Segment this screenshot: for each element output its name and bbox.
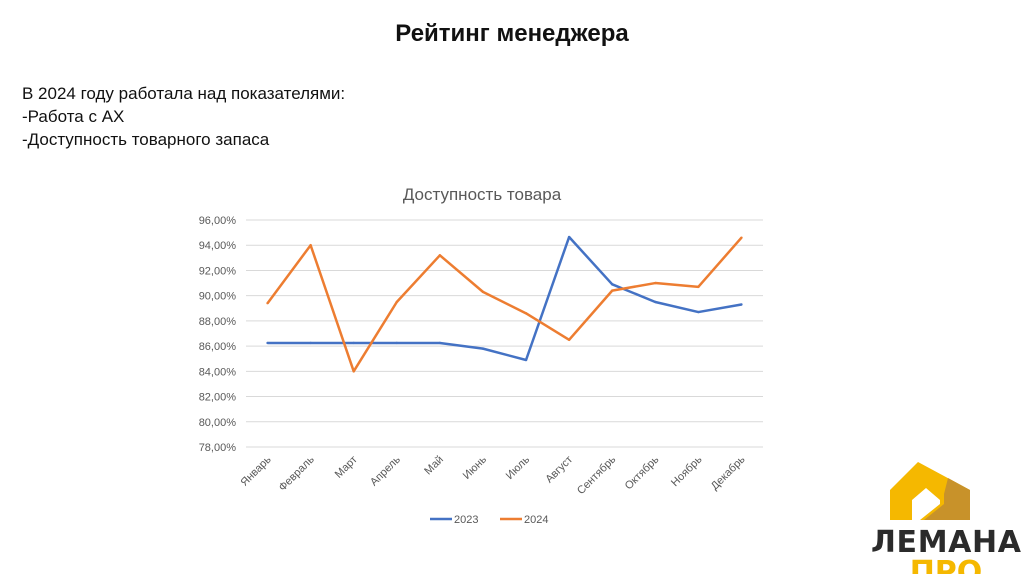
page-title: Рейтинг менеджера bbox=[395, 20, 629, 47]
data-point-2023 bbox=[697, 310, 700, 314]
data-point-2023 bbox=[524, 358, 528, 362]
y-tick-label: 90,00% bbox=[199, 291, 237, 303]
data-point-2023 bbox=[481, 347, 485, 350]
svg-text:ПРО: ПРО bbox=[910, 555, 983, 574]
data-point-2023 bbox=[266, 341, 269, 345]
data-point-2024 bbox=[567, 338, 571, 342]
x-tick-label: Март bbox=[333, 454, 360, 481]
x-tick-label: Февраль bbox=[277, 453, 317, 493]
x-tick-label: Сентябрь bbox=[575, 453, 619, 497]
data-point-2023 bbox=[395, 341, 398, 345]
data-point-2023 bbox=[740, 303, 743, 306]
x-tick-label: Апрель bbox=[368, 453, 403, 488]
y-tick-label: 80,00% bbox=[199, 417, 237, 429]
intro-line: -Доступность товарного запаса bbox=[22, 130, 270, 149]
y-tick-label: 84,00% bbox=[199, 366, 237, 378]
data-point-2023 bbox=[611, 283, 614, 286]
lemana-pro-logo: ЛЕМАНА ПРО bbox=[871, 462, 1022, 574]
data-point-2024 bbox=[611, 289, 614, 292]
x-tick-label: Январь bbox=[239, 453, 274, 488]
data-point-2024 bbox=[309, 244, 312, 247]
x-tick-label: Октябрь bbox=[623, 453, 662, 492]
legend-label: 2024 bbox=[524, 514, 548, 526]
data-point-2024 bbox=[481, 290, 485, 294]
data-point-2023 bbox=[654, 300, 657, 304]
x-tick-label: Август bbox=[543, 454, 575, 486]
x-tick-label: Ноябрь bbox=[669, 453, 705, 489]
series-line-2024 bbox=[266, 236, 743, 373]
data-point-2024 bbox=[654, 281, 657, 285]
data-point-2024 bbox=[740, 236, 743, 239]
y-tick-label: 82,00% bbox=[199, 392, 237, 404]
data-point-2024 bbox=[438, 254, 442, 257]
x-tick-label: Июнь bbox=[461, 453, 489, 481]
y-tick-label: 78,00% bbox=[199, 442, 237, 454]
y-tick-label: 86,00% bbox=[199, 341, 237, 353]
data-point-2024 bbox=[352, 370, 355, 373]
svg-text:ЛЕМАНА: ЛЕМАНА bbox=[871, 525, 1022, 560]
data-point-2023 bbox=[309, 341, 312, 345]
x-tick-label: Декабрь bbox=[709, 453, 748, 492]
intro-line: -Работа с АХ bbox=[22, 107, 125, 126]
data-point-2024 bbox=[697, 285, 700, 289]
data-point-2023 bbox=[352, 341, 355, 345]
data-point-2023 bbox=[567, 235, 571, 239]
y-tick-label: 92,00% bbox=[199, 265, 237, 277]
intro-text: В 2024 году работала над показателями: -… bbox=[22, 82, 345, 151]
series-line-2023 bbox=[267, 235, 742, 362]
x-tick-label: Июль bbox=[504, 453, 533, 482]
x-tick-label: Май bbox=[422, 454, 446, 478]
data-point-2024 bbox=[395, 300, 398, 304]
y-tick-label: 88,00% bbox=[199, 316, 237, 328]
chart-title: Доступность товара bbox=[403, 185, 562, 204]
legend-label: 2023 bbox=[454, 514, 478, 526]
data-point-2024 bbox=[266, 302, 269, 305]
y-tick-label: 96,00% bbox=[199, 215, 237, 227]
intro-line: В 2024 году работала над показателями: bbox=[22, 84, 346, 103]
data-point-2024 bbox=[524, 312, 528, 315]
data-point-2023 bbox=[438, 341, 442, 345]
y-tick-label: 94,00% bbox=[199, 240, 237, 252]
